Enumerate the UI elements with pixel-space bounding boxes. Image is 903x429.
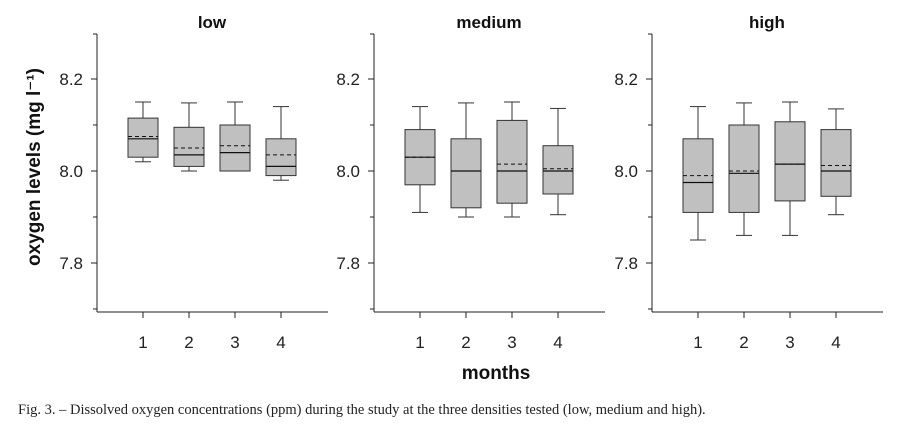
x-tick-label: 4 [831,333,840,352]
iqr-box [127,117,159,158]
iqr-box [728,124,760,213]
y-tick-label: 7.8 [59,254,83,273]
y-tick-label: 8.2 [614,70,638,89]
panel-title: low [198,13,227,32]
x-tick-label: 2 [461,333,470,352]
y-tick-label: 7.8 [614,254,638,273]
panel-title: high [749,13,785,32]
x-tick-label: 4 [553,333,562,352]
chart-panels: low 7.8 8.0 8.2 1 2 3 4 medium 7.8 8.0 8.2 1 2 3 4 high 7… [59,13,883,352]
x-axis-title: months [462,363,531,384]
iqr-box [820,129,852,197]
iqr-box [774,121,806,202]
box-month-4: 4 [542,107,574,352]
y-tick-label: 7.8 [336,254,360,273]
box-month-4: 4 [265,106,297,352]
y-tick-label: 8.0 [614,162,638,181]
x-tick-label: 2 [739,333,748,352]
box-month-4: 4 [820,108,852,352]
panel-low: low 7.8 8.0 8.2 1 2 3 4 [59,13,328,352]
box-month-2: 2 [173,102,205,352]
box-month-1: 1 [682,106,714,352]
box-month-2: 2 [450,102,482,352]
x-tick-label: 2 [184,333,193,352]
iqr-box [265,138,297,177]
y-tick-label: 8.0 [59,162,83,181]
x-tick-label: 4 [276,333,285,352]
panel-high: high 7.8 8.0 8.2 1 2 3 4 [614,13,883,352]
box-month-3: 3 [774,101,806,352]
box-month-3: 3 [219,101,251,352]
figure-caption: Fig. 3. – Dissolved oxygen concentration… [18,402,706,418]
box-month-3: 3 [496,101,528,352]
iqr-box [450,138,482,209]
x-tick-label: 3 [230,333,239,352]
iqr-box [219,124,251,172]
x-tick-label: 3 [785,333,794,352]
panel-title: medium [456,13,521,32]
y-axis-title: oxygen levels (mg l⁻¹) [24,68,45,266]
y-tick-label: 8.2 [336,70,360,89]
y-tick-label: 8.0 [336,162,360,181]
y-axis-title-text: oxygen levels (mg l⁻¹) [24,68,45,266]
box-month-1: 1 [404,106,436,352]
iqr-box [496,119,528,204]
x-tick-label: 3 [507,333,516,352]
iqr-box [173,126,205,167]
x-tick-label: 1 [138,333,147,352]
box-month-2: 2 [728,102,760,352]
iqr-box [542,145,574,195]
panel-medium: medium 7.8 8.0 8.2 1 2 3 4 [336,13,605,352]
x-tick-label: 1 [415,333,424,352]
box-month-1: 1 [127,101,159,352]
x-tick-label: 1 [693,333,702,352]
y-tick-label: 8.2 [59,70,83,89]
